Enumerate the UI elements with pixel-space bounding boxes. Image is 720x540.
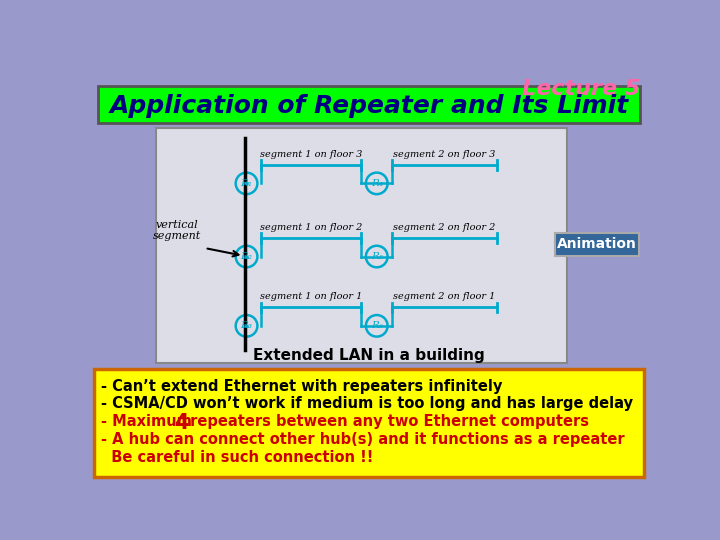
Text: segment 2 on floor 2: segment 2 on floor 2 (393, 223, 496, 232)
FancyBboxPatch shape (94, 369, 644, 477)
Text: R₁: R₁ (240, 179, 253, 188)
Text: segment 1 on floor 3: segment 1 on floor 3 (260, 150, 362, 159)
Text: Extended LAN in a building: Extended LAN in a building (253, 348, 485, 363)
Text: - Can’t extend Ethernet with repeaters infinitely: - Can’t extend Ethernet with repeaters i… (101, 379, 503, 394)
Text: segment 2 on floor 1: segment 2 on floor 1 (393, 292, 496, 301)
Text: R₂: R₂ (240, 252, 253, 261)
Text: R₆: R₆ (371, 321, 383, 330)
Text: Be careful in such connection !!: Be careful in such connection !! (101, 450, 373, 465)
FancyBboxPatch shape (156, 128, 567, 363)
Text: - Maximum: - Maximum (101, 414, 197, 429)
Text: Application of Repeater and Its Limit: Application of Repeater and Its Limit (109, 93, 629, 118)
Text: repeaters between any two Ethernet computers: repeaters between any two Ethernet compu… (185, 414, 590, 429)
Text: - CSMA/CD won’t work if medium is too long and has large delay: - CSMA/CD won’t work if medium is too lo… (101, 396, 633, 411)
Text: - A hub can connect other hub(s) and it functions as a repeater: - A hub can connect other hub(s) and it … (101, 432, 624, 447)
Text: R₃: R₃ (240, 321, 253, 330)
Text: segment 1 on floor 1: segment 1 on floor 1 (260, 292, 362, 301)
Text: Lecture 5: Lecture 5 (522, 79, 640, 99)
Text: segment 1 on floor 2: segment 1 on floor 2 (260, 223, 362, 232)
Text: segment 2 on floor 3: segment 2 on floor 3 (393, 150, 496, 159)
Text: 4: 4 (174, 413, 188, 433)
Text: Animation: Animation (557, 237, 636, 251)
FancyBboxPatch shape (98, 86, 640, 123)
Text: vertical
segment: vertical segment (153, 220, 201, 241)
Text: R₄: R₄ (371, 179, 383, 188)
Text: R₅: R₅ (371, 252, 383, 261)
FancyBboxPatch shape (555, 233, 639, 256)
